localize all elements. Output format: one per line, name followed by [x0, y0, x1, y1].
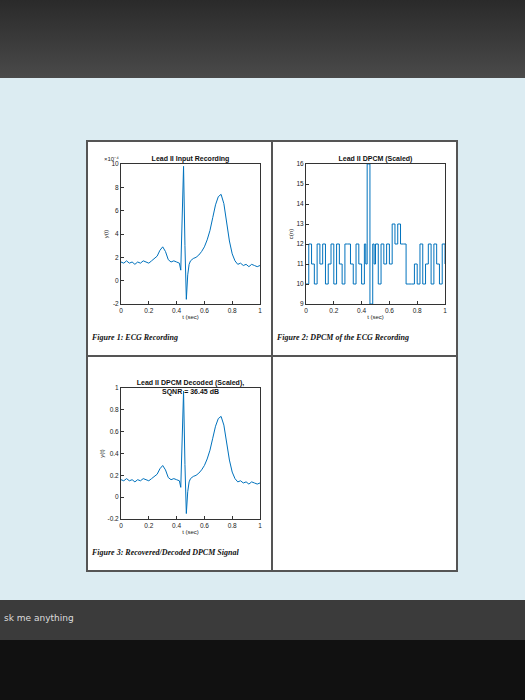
svg-text:0.2: 0.2: [329, 307, 338, 314]
svg-text:10: 10: [296, 280, 304, 287]
svg-text:0: 0: [119, 307, 123, 314]
svg-text:11: 11: [297, 260, 304, 267]
html-text:Figure 1: ECG Recording: Figure 1: ECG Recording: [92, 333, 178, 342]
svg-text:0: 0: [115, 277, 119, 284]
svg-text:0.2: 0.2: [110, 472, 119, 479]
svg-text:0.8: 0.8: [228, 522, 237, 529]
svg-text:9: 9: [300, 300, 304, 307]
html-text:sk me anything: sk me anything: [4, 613, 74, 623]
svg-text:0.4: 0.4: [172, 307, 181, 314]
svg-text:t (sec): t (sec): [182, 529, 199, 535]
svg-text:0.6: 0.6: [110, 428, 119, 435]
svg-text:Lead II DPCM (Scaled): Lead II DPCM (Scaled): [339, 155, 413, 163]
svg-text:0.4: 0.4: [110, 450, 119, 457]
svg-text:0.8: 0.8: [110, 406, 119, 413]
svg-text:0.8: 0.8: [228, 307, 237, 314]
svg-text:0.2: 0.2: [144, 522, 153, 529]
html-text:Figure 2: DPCM of the ECG Reco: Figure 2: DPCM of the ECG Recording: [277, 333, 409, 342]
svg-text:10: 10: [111, 160, 119, 167]
svg-text:×10⁻⁴: ×10⁻⁴: [104, 156, 119, 162]
svg-text:Lead II DPCM Decoded (Scaled),: Lead II DPCM Decoded (Scaled),SQNR = 36.…: [137, 379, 244, 396]
svg-text:0.8: 0.8: [413, 307, 422, 314]
svg-text:c(n): c(n): [288, 229, 294, 239]
html-text:Figure 3: Recovered/Decoded DP: Figure 3: Recovered/Decoded DPCM Signal: [92, 548, 239, 557]
svg-text:1: 1: [115, 384, 119, 391]
svg-text:8: 8: [115, 184, 119, 191]
svg-text:2: 2: [115, 254, 119, 261]
svg-text:0: 0: [119, 522, 123, 529]
svg-text:0.4: 0.4: [172, 522, 181, 529]
svg-text:0.2: 0.2: [144, 307, 153, 314]
svg-text:1: 1: [258, 522, 262, 529]
svg-text:13: 13: [296, 220, 304, 227]
svg-text:15: 15: [296, 180, 304, 187]
svg-text:y(t): y(t): [99, 449, 105, 458]
svg-text:0.6: 0.6: [385, 307, 394, 314]
svg-text:t (sec): t (sec): [367, 314, 384, 320]
svg-text:0.6: 0.6: [200, 307, 209, 314]
svg-text:-0.2: -0.2: [107, 515, 119, 522]
svg-text:t (sec): t (sec): [182, 314, 199, 320]
svg-text:1: 1: [443, 307, 447, 314]
svg-text:Lead II Input Recording: Lead II Input Recording: [152, 155, 230, 163]
svg-text:1: 1: [258, 307, 262, 314]
svg-text:y(t): y(t): [103, 230, 109, 239]
svg-text:-2: -2: [113, 300, 119, 307]
svg-text:0.4: 0.4: [357, 307, 366, 314]
svg-text:4: 4: [115, 230, 119, 237]
svg-text:16: 16: [296, 160, 304, 167]
svg-text:6: 6: [115, 207, 119, 214]
svg-text:0: 0: [115, 493, 119, 500]
svg-text:0: 0: [304, 307, 308, 314]
svg-text:14: 14: [296, 200, 304, 207]
svg-text:12: 12: [296, 240, 304, 247]
svg-text:0.6: 0.6: [200, 522, 209, 529]
